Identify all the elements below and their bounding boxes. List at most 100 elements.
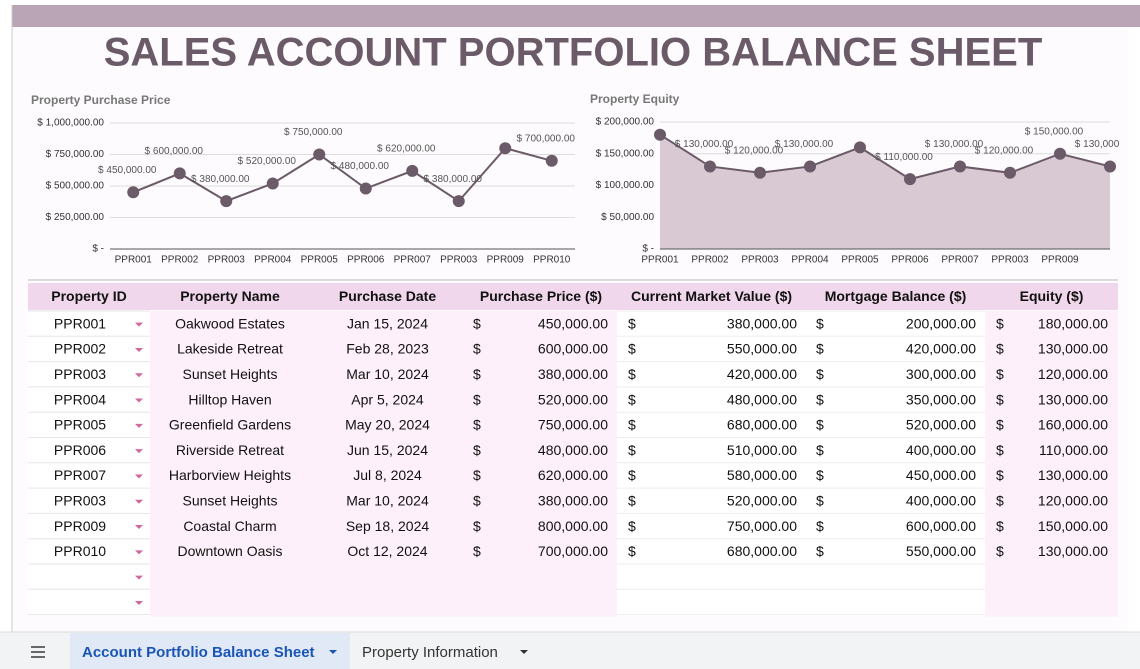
money-cell: 700,000.00	[538, 543, 608, 559]
currency-symbol: $	[628, 391, 636, 407]
dropdown-arrow	[135, 449, 143, 454]
money-cell: 520,000.00	[727, 492, 797, 508]
tab-arrow[interactable]	[329, 650, 337, 654]
x-tick-label: PPR009	[487, 255, 525, 266]
text-cell: PPR005	[54, 417, 106, 433]
currency-symbol: $	[996, 467, 1004, 483]
data-label: $ 380,000.00	[424, 174, 483, 185]
point	[1104, 160, 1116, 173]
header-cell: Purchase Price ($)	[480, 288, 602, 304]
currency-symbol: $	[473, 518, 481, 534]
currency-symbol: $	[628, 518, 636, 534]
x-tick-label: PPR004	[254, 255, 292, 266]
money-cell: 380,000.00	[727, 315, 797, 331]
text-cell: Jan 15, 2024	[347, 315, 428, 331]
chart-title: Property Purchase Price	[31, 93, 171, 107]
dropdown-arrow	[135, 525, 143, 530]
x-tick-label: PPR002	[161, 255, 199, 266]
point	[704, 160, 716, 173]
x-tick-label: PPR007	[394, 255, 432, 266]
money-cell: 120,000.00	[1038, 492, 1108, 508]
text-cell: PPR009	[54, 518, 106, 534]
money-cell: 600,000.00	[538, 341, 608, 357]
chart: Property Equity $ - $ 50,000.00 $ 100,000.0…	[590, 92, 1134, 266]
x-tick-label: PPR006	[891, 255, 929, 266]
tab-label[interactable]: Property Information	[362, 644, 498, 661]
x-tick-label: PPR007	[941, 255, 979, 266]
data-label: $ 480,000.00	[331, 161, 390, 172]
sheet-title: SALES ACCOUNT PORTFOLIO BALANCE SHEET	[104, 31, 1043, 75]
column-bg	[617, 311, 806, 617]
money-cell: 130,000.00	[1038, 391, 1108, 407]
dropdown-arrow	[135, 347, 143, 352]
data-label: $ 600,000.00	[145, 146, 204, 157]
currency-symbol: $	[473, 366, 481, 382]
currency-symbol: $	[816, 467, 824, 483]
area	[660, 134, 1110, 249]
currency-symbol: $	[628, 315, 636, 331]
data-label: $ 130,000.00	[1075, 139, 1134, 150]
text-cell: Hilltop Haven	[188, 391, 271, 407]
active-tab[interactable]	[70, 633, 350, 669]
y-tick-label: $ 50,000.00	[601, 212, 654, 223]
point	[754, 166, 766, 179]
text-cell: Mar 10, 2024	[346, 492, 429, 508]
dropdown-arrow	[135, 600, 143, 605]
y-tick-label: $ 250,000.00	[46, 212, 105, 223]
money-cell: 450,000.00	[906, 467, 976, 483]
tab-arrow[interactable]	[520, 650, 528, 654]
x-tick-label: PPR003	[741, 255, 779, 266]
y-tick-label: $ -	[642, 244, 654, 255]
currency-symbol: $	[996, 315, 1004, 331]
data-label: $ 380,000.00	[191, 174, 250, 185]
data-label: $ 130,000.00	[675, 139, 734, 150]
header-cell: Purchase Date	[339, 288, 436, 304]
x-tick-label: PPR004	[791, 255, 829, 266]
money-cell: 580,000.00	[727, 467, 797, 483]
currency-symbol: $	[628, 442, 636, 458]
currency-symbol: $	[473, 492, 481, 508]
currency-symbol: $	[996, 543, 1004, 559]
currency-symbol: $	[996, 341, 1004, 357]
point	[359, 182, 372, 195]
text-cell: Mar 10, 2024	[346, 366, 429, 382]
x-tick-label: PPR001	[115, 255, 153, 266]
menu-icon[interactable]	[31, 646, 45, 658]
point	[127, 186, 140, 199]
text-cell: Downtown Oasis	[177, 543, 282, 559]
money-cell: 400,000.00	[906, 492, 976, 508]
y-tick-label: $ 200,000.00	[596, 117, 655, 128]
column-bg	[28, 311, 150, 617]
data-label: $ 120,000.00	[975, 145, 1034, 156]
money-cell: 750,000.00	[727, 518, 797, 534]
data-label: $ 450,000.00	[98, 165, 157, 176]
text-cell: Oct 12, 2024	[347, 543, 427, 559]
text-cell: PPR003	[54, 492, 106, 508]
currency-symbol: $	[628, 467, 636, 483]
money-cell: 550,000.00	[906, 543, 976, 559]
point	[1004, 166, 1016, 179]
currency-symbol: $	[996, 442, 1004, 458]
data-label: $ 130,000.00	[925, 139, 984, 150]
x-tick-label: PPR003	[208, 255, 246, 266]
text-cell: Lakeside Retreat	[177, 341, 283, 357]
currency-symbol: $	[816, 442, 824, 458]
data-label: $ 120,000.00	[725, 145, 784, 156]
money-cell: 300,000.00	[906, 366, 976, 382]
y-tick-label: $ 750,000.00	[46, 149, 105, 160]
money-cell: 520,000.00	[906, 417, 976, 433]
money-cell: 620,000.00	[538, 467, 608, 483]
dropdown-arrow	[135, 575, 143, 580]
currency-symbol: $	[628, 492, 636, 508]
point	[1054, 147, 1066, 160]
tab-label[interactable]: Account Portfolio Balance Sheet	[82, 644, 315, 661]
text-cell: May 20, 2024	[345, 417, 430, 433]
text-cell: Riverside Retreat	[176, 442, 284, 458]
header-cell: Property ID	[51, 288, 126, 304]
column-bg	[150, 311, 310, 617]
line	[659, 133, 1111, 181]
money-cell: 350,000.00	[906, 391, 976, 407]
money-cell: 750,000.00	[538, 417, 608, 433]
